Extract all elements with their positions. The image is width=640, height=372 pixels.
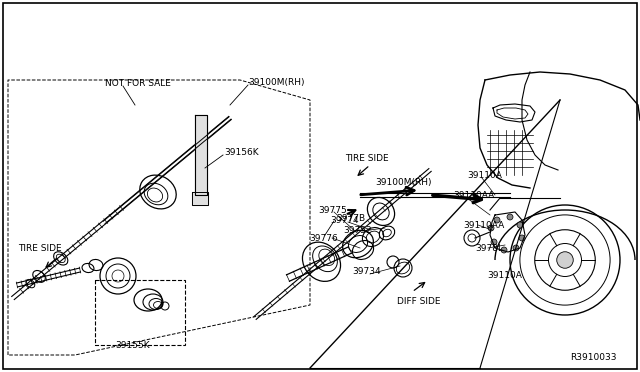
- Circle shape: [517, 222, 523, 228]
- Text: 39752: 39752: [343, 225, 372, 234]
- Text: 39156K: 39156K: [224, 148, 259, 157]
- Text: DIFF SIDE: DIFF SIDE: [397, 298, 440, 307]
- Text: 39734: 39734: [352, 267, 381, 276]
- Circle shape: [513, 245, 519, 251]
- Text: 39110A: 39110A: [487, 270, 522, 279]
- Text: 39775: 39775: [318, 205, 347, 215]
- Text: NOT FOR SALE: NOT FOR SALE: [105, 78, 171, 87]
- Text: TIRE SIDE: TIRE SIDE: [18, 244, 61, 253]
- Text: 39100M(RH): 39100M(RH): [375, 177, 431, 186]
- Text: 3978L: 3978L: [475, 244, 503, 253]
- Text: 39100M(RH): 39100M(RH): [248, 77, 305, 87]
- Text: TIRE SIDE: TIRE SIDE: [345, 154, 388, 163]
- Text: 39110AA: 39110AA: [463, 221, 504, 230]
- Text: 3977B: 3977B: [336, 214, 365, 222]
- Circle shape: [501, 247, 507, 253]
- Text: 39110AA: 39110AA: [453, 190, 494, 199]
- Polygon shape: [195, 115, 207, 195]
- Circle shape: [488, 225, 494, 231]
- Bar: [95, 280, 185, 345]
- Circle shape: [557, 252, 573, 268]
- Circle shape: [494, 217, 500, 223]
- Circle shape: [519, 235, 525, 241]
- Text: 39155K: 39155K: [115, 340, 150, 350]
- Text: R3910033: R3910033: [570, 353, 616, 362]
- Circle shape: [507, 214, 513, 220]
- Text: 39774: 39774: [330, 215, 358, 224]
- Circle shape: [491, 239, 497, 245]
- Polygon shape: [192, 192, 208, 205]
- Text: 39776: 39776: [309, 234, 338, 243]
- Text: 39110A: 39110A: [467, 170, 502, 180]
